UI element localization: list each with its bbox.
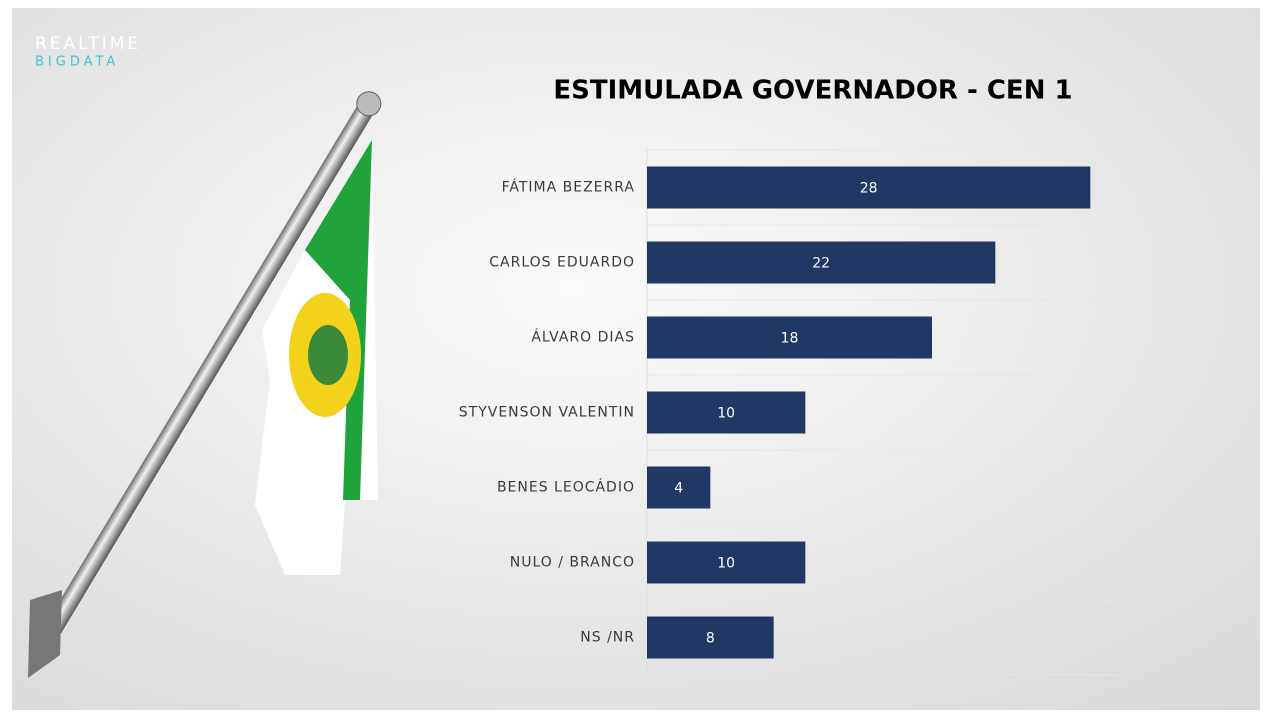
flag-shield <box>308 325 348 385</box>
pole-finial <box>356 91 382 117</box>
bar <box>647 466 711 509</box>
category-label: ÁLVARO DIAS <box>531 329 635 346</box>
category-label: STYVENSON VALENTIN <box>459 405 635 421</box>
category-label: BENES LEOCÁDIO <box>497 479 635 496</box>
chart-title: ESTIMULADA GOVERNADOR - CEN 1 <box>553 76 1072 106</box>
value-label: 4 <box>674 481 683 497</box>
bar <box>647 616 774 659</box>
bar <box>647 241 996 284</box>
wall-bracket <box>28 590 62 678</box>
flag-green <box>305 140 372 500</box>
value-label: 8 <box>706 631 715 647</box>
logo-line2: BIGDATA <box>35 55 119 70</box>
bar <box>647 541 806 584</box>
category-label: NULO / BRANCO <box>510 555 635 571</box>
value-label: 22 <box>812 256 830 272</box>
category-label: FÁTIMA BEZERRA <box>502 179 635 196</box>
category-label: NS /NR <box>580 630 635 646</box>
value-label: 10 <box>717 406 735 422</box>
category-label: CARLOS EDUARDO <box>489 255 635 271</box>
bar <box>647 316 932 359</box>
value-label: 28 <box>860 181 878 197</box>
bar <box>647 391 806 434</box>
value-label: 18 <box>781 331 799 347</box>
slide-background <box>12 8 1260 710</box>
flag-illustration <box>28 91 382 678</box>
flag-pole <box>44 102 374 637</box>
value-label: 10 <box>717 556 735 572</box>
logo-line1: REALTIME <box>35 34 141 54</box>
bar <box>647 166 1091 209</box>
